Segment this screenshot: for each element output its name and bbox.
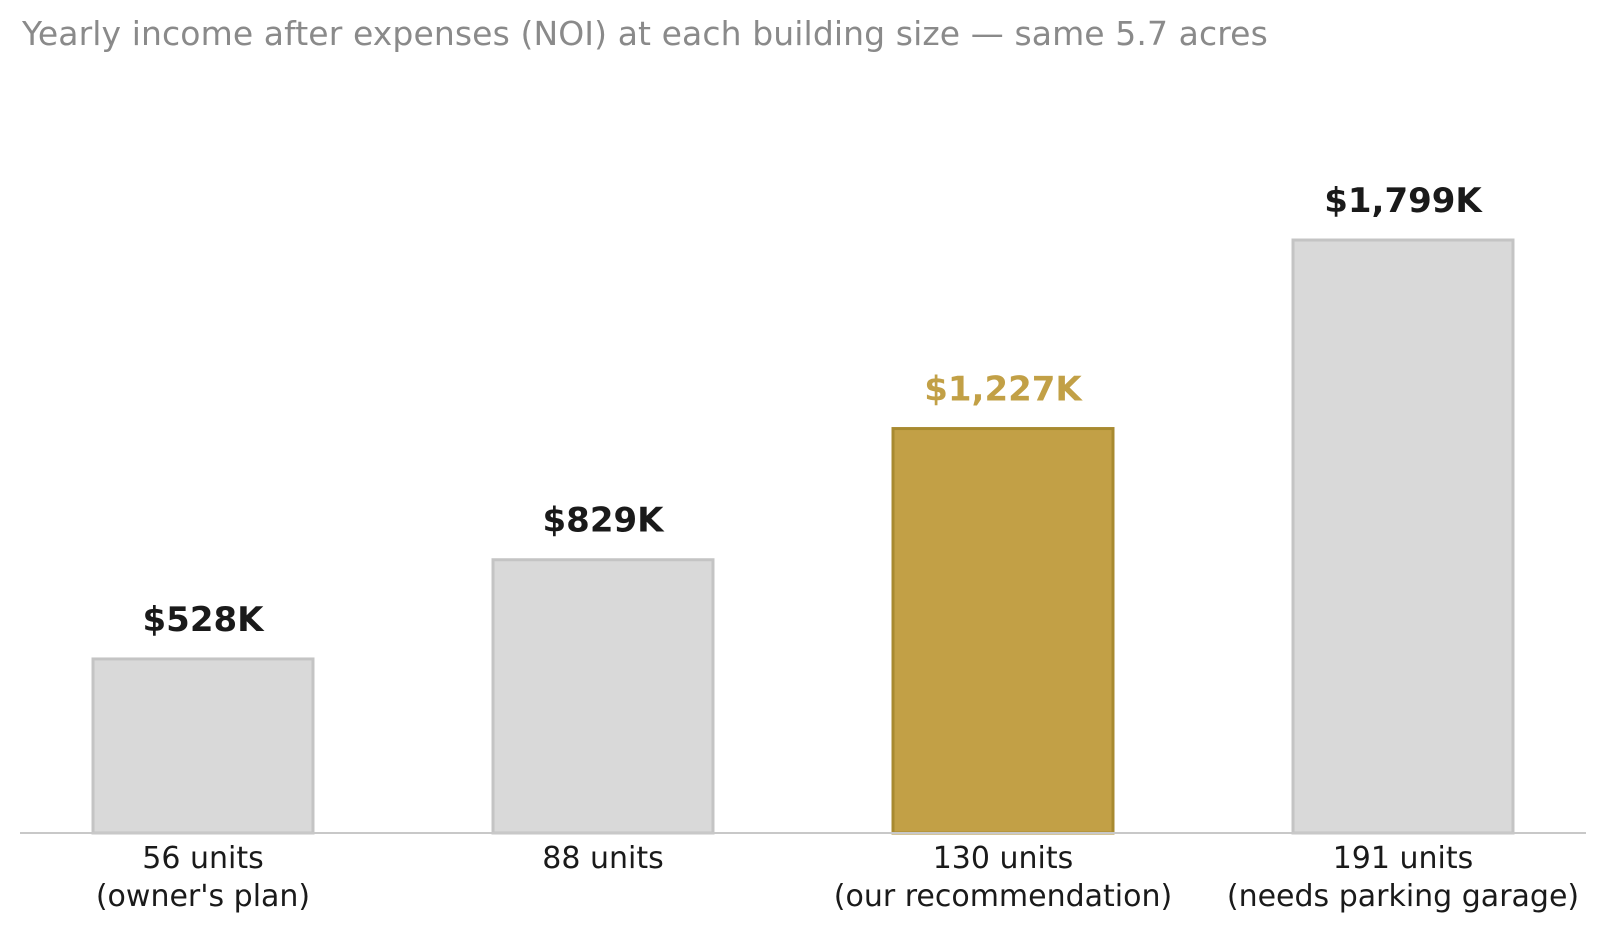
- value-label-1: $829K: [543, 501, 666, 541]
- labels-layer: $528K 56 units(owner's plan) $829K 88 units…: [96, 181, 1579, 914]
- value-label-3: $1,799K: [1324, 181, 1483, 221]
- category-label-1-line-0: 88 units: [542, 841, 663, 876]
- category-label-0-line-1: (owner's plan): [96, 879, 310, 914]
- bar-0: [91, 657, 315, 835]
- value-label-2: $1,227K: [924, 370, 1083, 410]
- category-label-3-line-0: 191 units: [1333, 841, 1474, 876]
- bar-3: [1291, 238, 1515, 835]
- chart-title: Yearly income after expenses (NOI) at ea…: [22, 14, 1268, 53]
- bars-layer: [91, 238, 1515, 835]
- category-label-2-line-0: 130 units: [933, 841, 1074, 876]
- value-label-0: $528K: [143, 600, 266, 640]
- bar-1: [491, 558, 715, 835]
- bar-2: [891, 427, 1115, 835]
- category-label-3-line-1: (needs parking garage): [1227, 879, 1579, 914]
- category-label-2-line-1: (our recommendation): [834, 879, 1172, 914]
- category-label-0-line-0: 56 units: [142, 841, 263, 876]
